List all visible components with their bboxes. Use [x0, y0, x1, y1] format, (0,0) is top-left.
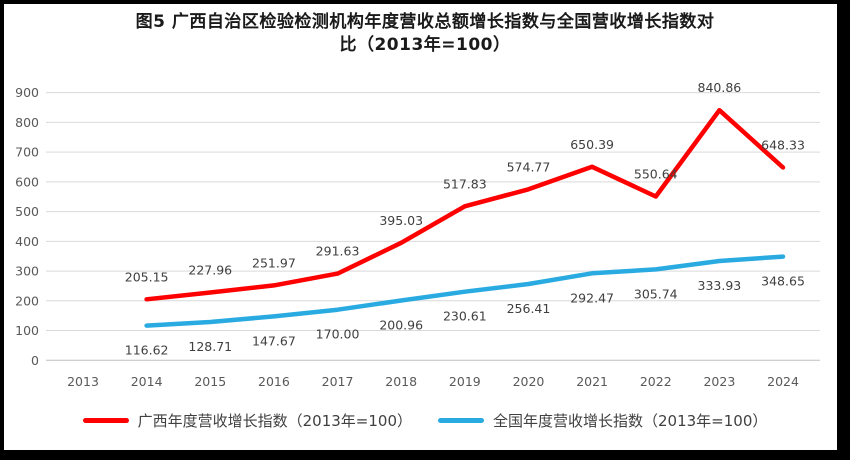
data-label: 251.97 — [252, 255, 296, 270]
legend-label-guangxi: 广西年度营收增长指数（2013年=100） — [137, 412, 412, 430]
chart-title-line1: 图5 广西自治区检验检测机构年度营收总额增长指数与全国营收增长指数对 — [135, 12, 715, 32]
data-label: 116.62 — [125, 343, 169, 358]
y-axis-tick-label: 0 — [31, 353, 39, 368]
y-axis-tick-label: 200 — [15, 293, 39, 308]
x-axis-tick-label: 2021 — [576, 374, 608, 389]
data-label: 292.47 — [570, 290, 614, 305]
data-label: 230.61 — [443, 309, 487, 324]
x-axis-tick-label: 2015 — [194, 374, 226, 389]
data-label: 574.77 — [507, 159, 551, 174]
data-label: 147.67 — [252, 333, 296, 348]
x-axis-tick-label: 2022 — [640, 374, 672, 389]
data-label: 256.41 — [507, 301, 551, 316]
data-label: 227.96 — [188, 262, 232, 277]
y-axis-tick-label: 400 — [15, 234, 39, 249]
data-label: 348.65 — [761, 274, 805, 289]
data-label: 550.64 — [634, 167, 678, 182]
data-label: 128.71 — [188, 339, 232, 354]
data-label: 648.33 — [761, 137, 805, 152]
data-label: 205.15 — [125, 269, 169, 284]
data-label: 291.63 — [316, 244, 360, 259]
data-label: 650.39 — [570, 137, 614, 152]
y-axis-tick-label: 700 — [15, 145, 39, 160]
x-axis-tick-label: 2023 — [703, 374, 735, 389]
chart-legend: 广西年度营收增长指数（2013年=100） 全国年度营收增长指数（2013年=1… — [0, 410, 850, 431]
x-axis-tick-label: 2020 — [513, 374, 545, 389]
data-label: 170.00 — [316, 327, 360, 342]
data-label: 333.93 — [698, 278, 742, 293]
legend-item-national: 全国年度营收增长指数（2013年=100） — [438, 410, 767, 431]
data-label: 517.83 — [443, 176, 487, 191]
series-line-national — [144, 254, 786, 328]
x-axis-tick-label: 2016 — [258, 374, 290, 389]
y-axis-tick-label: 300 — [15, 264, 39, 279]
x-axis-tick-label: 2019 — [449, 374, 481, 389]
chart-title-line2: 比（2013年=100） — [339, 35, 511, 55]
x-axis-tick-label: 2013 — [67, 374, 99, 389]
x-axis-tick-label: 2014 — [131, 374, 163, 389]
series-line-guangxi — [144, 107, 786, 302]
legend-item-guangxi: 广西年度营收增长指数（2013年=100） — [82, 410, 412, 431]
chart-title: 图5 广西自治区检验检测机构年度营收总额增长指数与全国营收增长指数对 比（201… — [0, 11, 850, 57]
data-label: 840.86 — [698, 80, 742, 95]
legend-marker-red-line — [82, 418, 129, 423]
y-axis-tick-label: 500 — [15, 204, 39, 219]
data-label: 305.74 — [634, 286, 678, 301]
data-label: 200.96 — [379, 318, 423, 333]
y-axis-tick-label: 800 — [15, 115, 39, 130]
legend-marker-blue-line — [438, 418, 484, 423]
y-axis-tick-label: 900 — [15, 85, 39, 100]
x-axis-tick-label: 2024 — [767, 374, 799, 389]
data-label: 395.03 — [379, 213, 423, 228]
legend-label-national: 全国年度营收增长指数（2013年=100） — [493, 412, 768, 430]
x-axis-tick-label: 2017 — [322, 374, 354, 389]
y-axis-tick-label: 100 — [15, 323, 39, 338]
y-axis-tick-label: 600 — [15, 174, 39, 189]
x-axis-tick-label: 2018 — [385, 374, 417, 389]
